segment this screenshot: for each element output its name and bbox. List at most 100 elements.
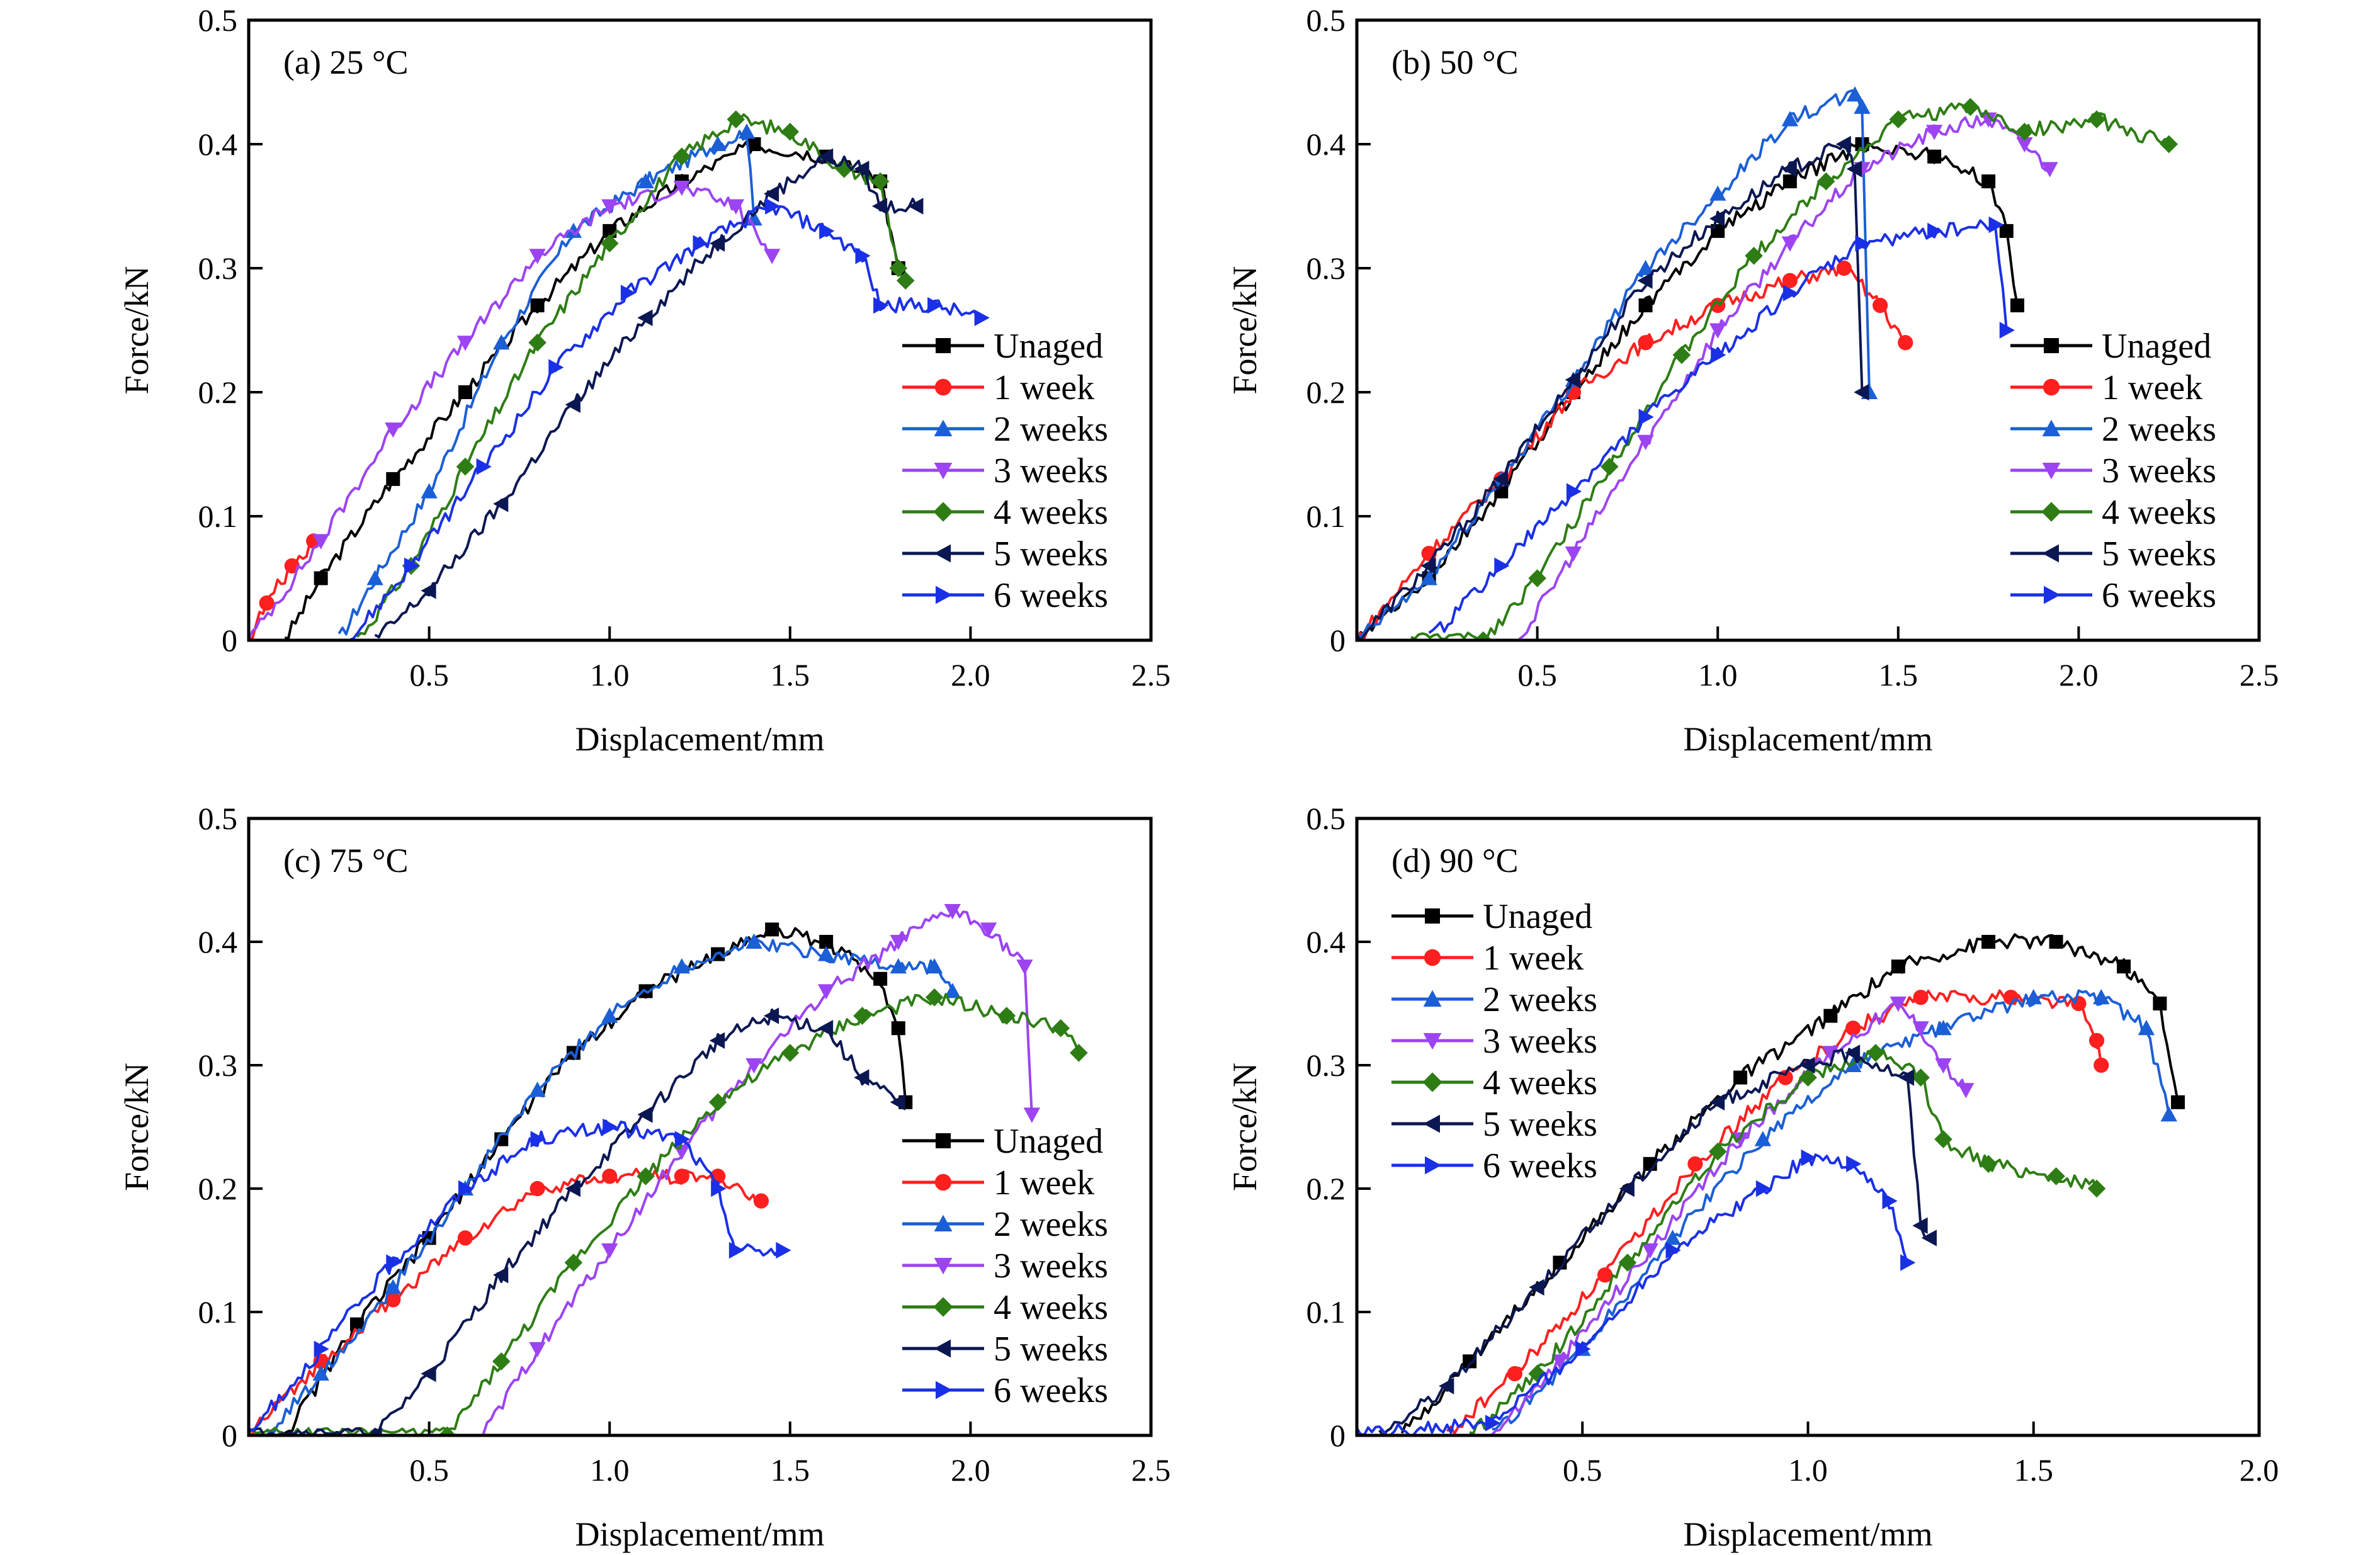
y-tick-label: 0.1 xyxy=(1306,499,1346,534)
legend-item: 2 weeks xyxy=(902,410,1108,449)
y-tick-label: 0.5 xyxy=(198,801,238,836)
legend-label: 1 week xyxy=(1483,939,1584,978)
data-point-marker xyxy=(421,483,438,499)
legend-item: Unaged xyxy=(902,1122,1103,1161)
y-tick-label: 0.5 xyxy=(198,3,238,38)
data-point-marker xyxy=(1709,210,1725,227)
data-point-marker xyxy=(386,472,400,486)
y-tick-label: 0 xyxy=(1330,623,1346,658)
legend-item: 1 week xyxy=(902,1163,1094,1202)
data-point-marker xyxy=(1898,335,1913,351)
data-point-marker xyxy=(601,199,618,215)
data-point-marker xyxy=(1782,273,1798,288)
data-point-marker xyxy=(1016,959,1033,975)
data-point-marker xyxy=(1816,172,1835,191)
data-point-marker xyxy=(1913,990,1929,1005)
y-tick-label: 0.4 xyxy=(198,127,238,162)
legend-marker-icon xyxy=(934,544,951,563)
data-point-marker xyxy=(765,198,781,215)
series-line-1-week xyxy=(249,1167,762,1435)
x-tick-label: 0.5 xyxy=(409,657,449,693)
data-point-marker xyxy=(1709,185,1726,201)
legend-label: 2 weeks xyxy=(994,410,1108,449)
data-point-marker xyxy=(1927,149,1942,164)
legend-item: 1 week xyxy=(1391,939,1584,978)
panel-c: 0 0.1 0.2 0.3 0.4 0.5 0.5 1.0 1.5 2.0 2.5 Displacem… xyxy=(118,801,1170,1553)
data-point-marker xyxy=(1782,285,1799,302)
data-point-marker xyxy=(1836,260,1852,276)
x-tick-label: 1.5 xyxy=(2014,1452,2054,1488)
data-point-marker xyxy=(1485,1415,1501,1432)
data-point-marker xyxy=(2016,137,2033,153)
data-point-marker xyxy=(871,198,888,215)
data-point-marker xyxy=(1882,1192,1898,1209)
data-point-marker xyxy=(1846,161,1862,178)
data-point-marker xyxy=(1731,1132,1749,1148)
legend-marker-icon xyxy=(936,1381,953,1400)
data-point-marker xyxy=(2087,1179,2106,1198)
data-point-marker xyxy=(1801,1149,1816,1167)
data-point-marker xyxy=(456,336,474,351)
data-point-marker xyxy=(1745,247,1763,265)
legend-label: 1 week xyxy=(2102,368,2202,407)
legend-marker-icon xyxy=(2042,544,2059,563)
data-point-marker xyxy=(709,1032,725,1049)
data-point-marker xyxy=(1618,1253,1637,1272)
data-point-marker xyxy=(565,222,582,238)
legend-item: 4 weeks xyxy=(1391,1063,1597,1102)
data-point-marker xyxy=(944,904,961,920)
legend-marker-icon xyxy=(1423,1114,1440,1133)
data-point-marker xyxy=(1854,98,1871,114)
legend-item: 2 weeks xyxy=(2010,410,2216,449)
legend-item: Unaged xyxy=(902,327,1103,366)
data-point-marker xyxy=(458,1180,474,1197)
series-line-4-weeks xyxy=(356,113,907,638)
plot-frame xyxy=(1355,18,2261,642)
data-point-marker xyxy=(738,123,756,139)
data-point-marker xyxy=(1575,1340,1591,1357)
legend-marker-icon xyxy=(1423,990,1442,1007)
data-point-marker xyxy=(637,309,653,326)
data-point-marker xyxy=(492,1352,511,1371)
data-point-marker xyxy=(693,235,708,252)
series-line-1-week xyxy=(1446,989,2103,1435)
data-point-marker xyxy=(974,309,990,326)
x-tick-label: 1.0 xyxy=(590,1452,630,1488)
data-point-marker xyxy=(1708,1142,1727,1161)
data-point-marker xyxy=(763,249,781,264)
data-point-marker xyxy=(891,1021,905,1036)
legend-marker-icon xyxy=(934,378,952,396)
data-point-marker xyxy=(1665,1241,1681,1259)
data-point-marker xyxy=(312,534,329,550)
data-point-marker xyxy=(1935,1058,1952,1074)
data-point-marker xyxy=(1529,1279,1544,1296)
series-line-3-weeks xyxy=(1518,115,2051,640)
data-point-marker xyxy=(1619,1180,1635,1197)
data-point-marker xyxy=(530,298,545,313)
data-point-marker xyxy=(1420,570,1437,585)
data-point-marker xyxy=(1709,1094,1725,1111)
data-point-marker xyxy=(890,1094,905,1111)
data-point-marker xyxy=(708,1093,727,1112)
x-tick-label: 2.0 xyxy=(2059,657,2099,693)
data-point-marker xyxy=(1638,335,1653,351)
legend-label: 5 weeks xyxy=(2102,534,2216,574)
legend-label: 2 weeks xyxy=(994,1205,1108,1244)
legend-label: 2 weeks xyxy=(1483,980,1597,1019)
legend-item: 4 weeks xyxy=(2010,493,2216,532)
data-point-marker xyxy=(530,1131,546,1148)
data-point-marker xyxy=(386,1254,402,1271)
data-point-marker xyxy=(1873,298,1888,314)
data-point-marker xyxy=(603,1118,618,1136)
data-point-marker xyxy=(1900,1254,1916,1271)
data-point-marker xyxy=(600,234,619,252)
data-point-marker xyxy=(529,1082,546,1097)
data-point-marker xyxy=(2003,990,2019,1005)
data-point-marker xyxy=(980,922,997,938)
legend-item: 2 weeks xyxy=(902,1205,1108,1244)
data-point-marker xyxy=(2010,298,2024,313)
data-point-marker xyxy=(2093,989,2110,1005)
legend-marker-icon xyxy=(933,1297,953,1317)
y-axis-title: Force/kN xyxy=(1226,266,1264,395)
